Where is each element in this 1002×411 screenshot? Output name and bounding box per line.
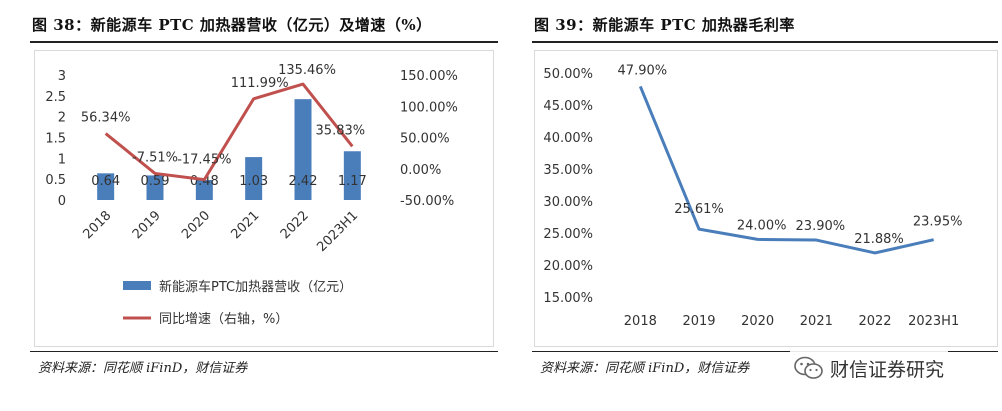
right-axis-tick-label: -50.00% [400, 194, 454, 209]
margin-data-label: 23.95% [913, 215, 963, 230]
revenue-bar [195, 180, 213, 200]
figure-39-title: 图 39：新能源车 PTC 加热器毛利率 [534, 16, 795, 34]
margin-data-label: 25.61% [674, 202, 724, 217]
x-axis-tick-label: 2019 [682, 314, 715, 329]
y-axis-tick-label: 40.00% [543, 131, 593, 146]
right-axis-tick-label: 0.00% [400, 163, 441, 178]
x-axis-tick-label: 2020 [179, 208, 213, 242]
growth-data-label: 111.99% [231, 76, 289, 91]
y-axis-tick-label: 45.00% [543, 99, 593, 114]
revenue-bar [97, 173, 115, 200]
figure-38-bottom-rule [30, 351, 498, 352]
margin-data-label: 23.90% [796, 219, 846, 234]
figure-39-panel: 图 39：新能源车 PTC 加热器毛利率 15.00% 20.00% 25.00% 3… [520, 0, 1002, 411]
legend-line-label: 同比增速（右轴，%） [159, 312, 288, 327]
left-axis-tick-label: 0 [58, 194, 66, 209]
x-axis-tick-label: 2022 [278, 208, 312, 242]
x-axis-tick-label: 2020 [741, 314, 774, 329]
y-axis-tick-label: 50.00% [543, 67, 593, 82]
figure-39-source: 资料来源：同花顺 iFinD，财信证券 [540, 361, 750, 376]
left-axis-tick-label: 2 [58, 111, 66, 126]
figure-38-chart-area: 0 0.5 1 1.5 2 2.5 3 -50.00% 0.00% 50.00% 100.00% 15… [34, 50, 494, 347]
growth-data-label: 135.46% [278, 63, 336, 78]
revenue-bar [343, 151, 361, 200]
legend-bar-label: 新能源车PTC加热器营收（亿元） [159, 279, 352, 295]
figure-39-chart-area: 15.00% 20.00% 25.00% 30.00% 35.00% 40.00% 45.0… [534, 50, 998, 347]
right-axis-tick-label: 50.00% [400, 132, 450, 147]
revenue-bar [245, 157, 263, 200]
right-axis-tick-label: 100.00% [400, 100, 458, 115]
growth-data-label: -7.51% [132, 150, 178, 165]
x-axis-tick-label: 2021 [228, 208, 262, 242]
y-axis-tick-label: 35.00% [543, 163, 593, 178]
revenue-data-label: 1.17 [338, 174, 367, 189]
x-axis-tick-label: 2022 [858, 314, 891, 329]
revenue-bar [146, 175, 164, 200]
figure-39-bottom-rule [532, 351, 998, 352]
growth-data-label: -17.45% [177, 153, 231, 168]
margin-data-label: 21.88% [854, 232, 904, 247]
margin-data-label: 47.90% [618, 63, 668, 78]
y-axis-tick-label: 30.00% [543, 195, 593, 210]
legend-bar-swatch [123, 281, 151, 290]
y-axis-tick-label: 20.00% [543, 259, 593, 274]
figure-39-top-rule [532, 41, 998, 43]
x-axis-tick-label: 2021 [800, 314, 833, 329]
growth-data-label: 56.34% [81, 111, 131, 126]
x-axis-tick-label: 2023H1 [314, 208, 361, 255]
x-axis-tick-label: 2023H1 [908, 314, 959, 329]
left-axis-tick-label: 2.5 [45, 90, 66, 105]
revenue-data-label: 0.64 [91, 174, 120, 189]
revenue-data-label: 0.48 [190, 174, 219, 189]
growth-data-label: 35.83% [316, 123, 366, 138]
margin-data-label: 24.00% [737, 218, 787, 233]
watermark-text: 财信证券研究 [830, 358, 945, 381]
figure-38-source: 资料来源：同花顺 iFinD，财信证券 [38, 361, 248, 376]
gross-margin-line [638, 85, 934, 255]
left-axis-tick-label: 1 [58, 152, 66, 167]
y-axis-tick-label: 15.00% [543, 291, 593, 306]
x-axis-tick-label: 2018 [80, 208, 114, 242]
left-axis-tick-label: 0.5 [45, 173, 66, 188]
figure-38-top-rule [30, 41, 498, 43]
x-axis-tick-label: 2018 [624, 314, 657, 329]
revenue-growth-chart: 0 0.5 1 1.5 2 2.5 3 -50.00% 0.00% 50.00% 100.00% 15… [45, 63, 458, 327]
left-axis-tick-label: 1.5 [45, 132, 66, 147]
x-axis-tick-label: 2019 [130, 208, 164, 242]
figure-38-panel: 图 38：新能源车 PTC 加热器营收（亿元）及增速（%） 0 0.5 1 1.5 2 2… [0, 0, 500, 411]
wechat-watermark: 财信证券研究 [790, 350, 949, 386]
y-axis-tick-label: 25.00% [543, 227, 593, 242]
revenue-bar [294, 99, 312, 200]
wechat-icon [794, 356, 823, 379]
revenue-data-label: 1.03 [239, 174, 268, 189]
figure-38-title: 图 38：新能源车 PTC 加热器营收（亿元）及增速（%） [32, 16, 432, 34]
revenue-data-label: 0.59 [141, 174, 170, 189]
right-axis-tick-label: 150.00% [400, 69, 458, 84]
gross-margin-chart: 15.00% 20.00% 25.00% 30.00% 35.00% 40.00% 45.0… [543, 63, 963, 329]
left-axis-tick-label: 3 [58, 69, 66, 84]
revenue-data-label: 2.42 [289, 174, 318, 189]
growth-line [104, 82, 354, 182]
